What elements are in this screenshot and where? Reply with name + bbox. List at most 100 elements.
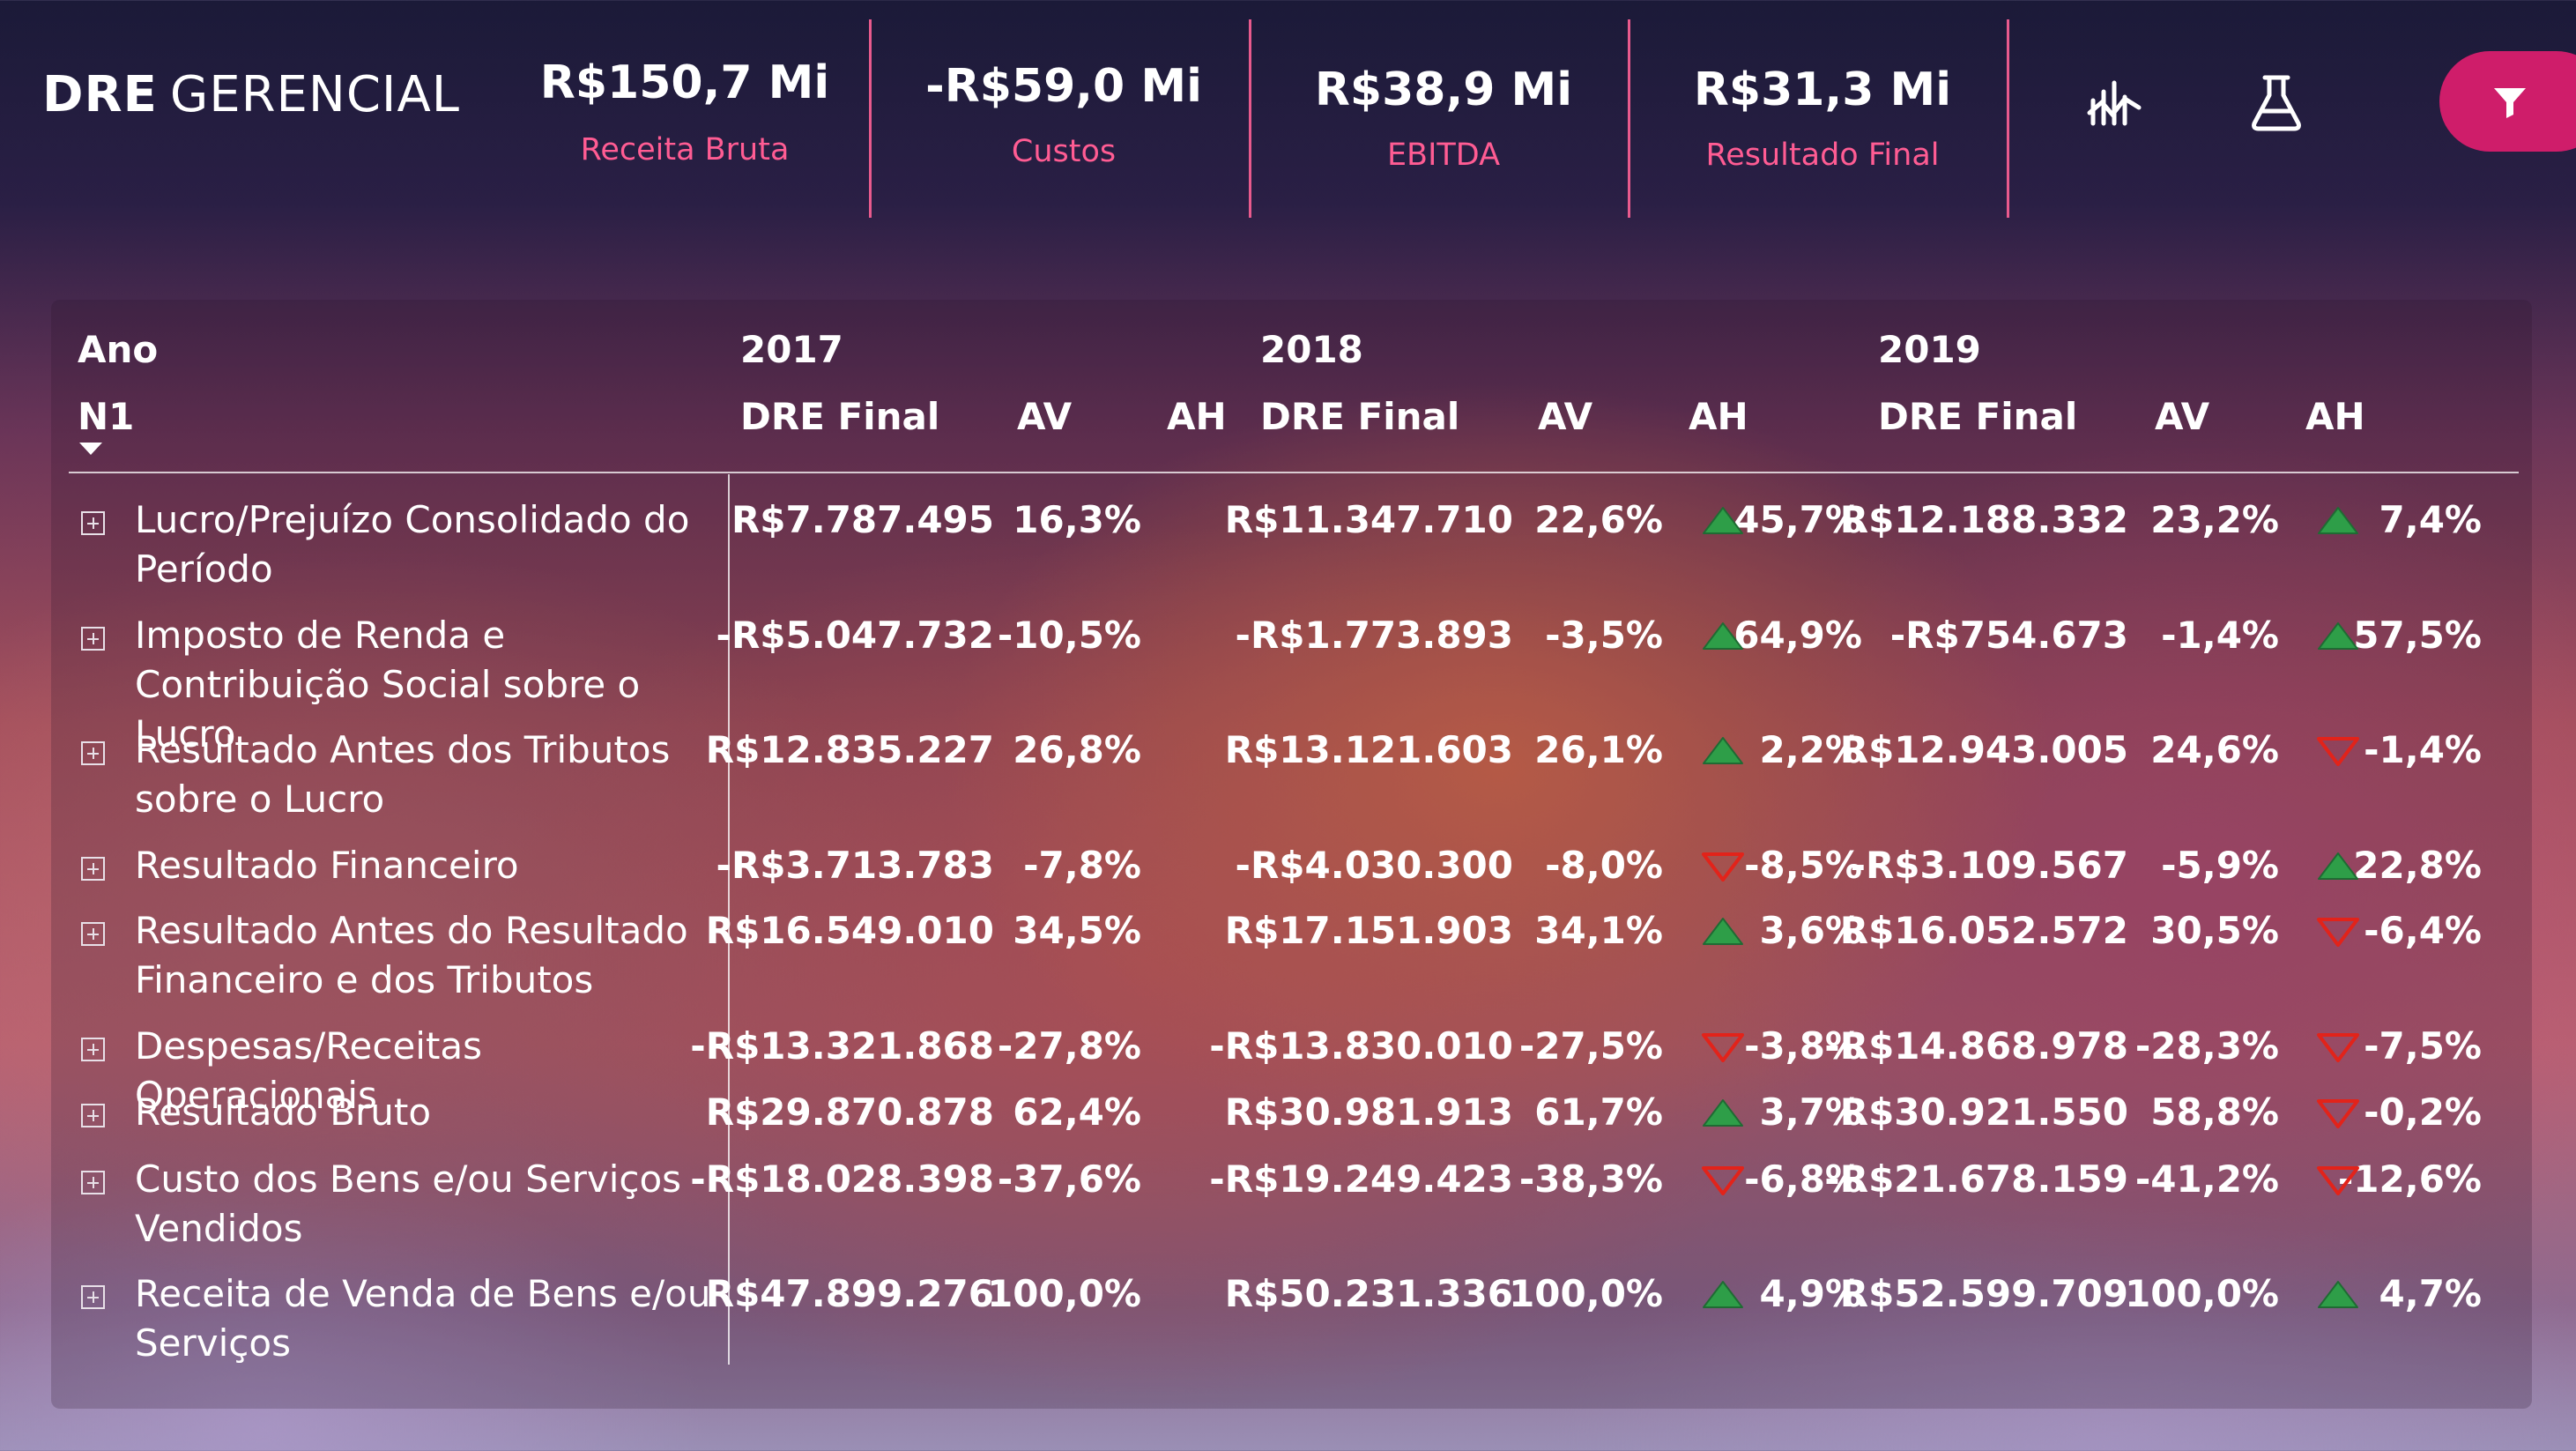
expand-row-icon[interactable]	[81, 627, 105, 651]
cell-dre-final: -R$5.047.732	[716, 614, 994, 657]
cell-av: 23,2%	[2150, 498, 2279, 541]
cell-ah: -12,6%	[2337, 1157, 2482, 1201]
column-header-ano[interactable]: Ano	[78, 328, 159, 371]
trend-up-icon	[1703, 1099, 1743, 1127]
trend-down-icon	[2317, 918, 2359, 947]
header-divider	[69, 472, 2519, 473]
cell-dre-final: R$30.981.913	[1224, 1090, 1513, 1134]
cell-dre-final: R$13.121.603	[1224, 728, 1513, 771]
kpi-card-ebitda: R$38,9 Mi EBITDA	[1254, 0, 1633, 220]
kpi-label: EBITDA	[1386, 138, 1501, 173]
filter-icon	[2494, 88, 2526, 118]
kpi-divider	[869, 19, 872, 218]
cell-av: 22,6%	[1534, 498, 1663, 541]
expand-row-icon[interactable]	[81, 1171, 105, 1194]
sort-descending-icon[interactable]	[79, 443, 102, 457]
cell-av: 58,8%	[2150, 1090, 2279, 1134]
row-label: Resultado Bruto	[135, 1090, 432, 1134]
kpi-divider	[1628, 19, 1630, 218]
cell-av: 26,1%	[1534, 728, 1663, 771]
trend-up-icon	[1703, 918, 1743, 945]
cell-dre-final: R$52.599.709	[1839, 1272, 2128, 1315]
cell-dre-final: R$50.231.336	[1224, 1272, 1513, 1315]
header-ah-2019[interactable]: AH	[2305, 395, 2365, 438]
trend-up-icon	[2318, 507, 2358, 534]
kpi-label: Custos	[1011, 134, 1117, 169]
kpi-label: Resultado Final	[1705, 138, 1940, 173]
trend-up-icon	[1703, 1281, 1743, 1308]
trend-up-icon	[1703, 507, 1743, 534]
header-dre-final-2018[interactable]: DRE Final	[1260, 395, 1460, 438]
trend-down-icon	[2317, 1166, 2359, 1195]
expand-row-icon[interactable]	[81, 1285, 105, 1309]
trend-down-icon	[2317, 1099, 2359, 1128]
header-ah-2017[interactable]: AH	[1167, 395, 1227, 438]
flask-icon[interactable]	[2246, 72, 2307, 134]
column-header-n1[interactable]: N1	[78, 395, 135, 438]
cell-av: -1,4%	[2161, 614, 2279, 657]
cell-av: -8,0%	[1545, 844, 1663, 887]
cell-ah: -8,5%	[1744, 844, 1862, 887]
cell-dre-final: R$12.835.227	[705, 728, 994, 771]
filter-button[interactable]	[2439, 51, 2576, 152]
row-header-divider	[728, 474, 730, 1365]
trend-down-icon	[2317, 1033, 2359, 1062]
kpi-value: R$38,9 Mi	[1314, 63, 1573, 116]
year-header-2017: 2017	[740, 328, 843, 371]
cell-ah: 4,9%	[1759, 1272, 1862, 1315]
cell-ah: -1,4%	[2364, 728, 2482, 771]
cell-dre-final: R$30.921.550	[1839, 1090, 2128, 1134]
kpi-divider	[2007, 19, 2009, 218]
header-dre-final-2017[interactable]: DRE Final	[740, 395, 940, 438]
trend-up-icon	[1703, 622, 1743, 650]
report-header: DRE GERENCIAL R$150,7 Mi Receita Bruta -R…	[0, 0, 2576, 238]
cell-ah: 7,4%	[2379, 498, 2482, 541]
kpi-card-receita-bruta: R$150,7 Mi Receita Bruta	[495, 0, 874, 220]
kpi-value: R$31,3 Mi	[1693, 63, 1952, 116]
cell-dre-final: R$16.549.010	[705, 909, 994, 952]
cell-ah: 22,8%	[2353, 844, 2482, 887]
cell-av: 100,0%	[1509, 1272, 1663, 1315]
trend-down-icon	[1702, 1166, 1744, 1195]
cell-dre-final: -R$18.028.398	[690, 1157, 994, 1201]
expand-row-icon[interactable]	[81, 1104, 105, 1127]
kpi-value: -R$59,0 Mi	[925, 60, 1202, 113]
cell-dre-final: R$17.151.903	[1224, 909, 1513, 952]
header-dre-final-2019[interactable]: DRE Final	[1878, 395, 2078, 438]
cell-dre-final: R$12.188.332	[1839, 498, 2128, 541]
year-header-2019: 2019	[1878, 328, 1981, 371]
trend-up-icon	[2318, 622, 2358, 650]
expand-row-icon[interactable]	[81, 741, 105, 765]
header-av-2018[interactable]: AV	[1538, 395, 1593, 438]
expand-row-icon[interactable]	[81, 922, 105, 946]
expand-row-icon[interactable]	[81, 511, 105, 535]
kpi-card-custos: -R$59,0 Mi Custos	[874, 0, 1253, 220]
chart-analytics-icon[interactable]	[2084, 72, 2146, 134]
kpi-label: Receita Bruta	[580, 132, 790, 167]
cell-dre-final: -R$4.030.300	[1235, 844, 1513, 887]
cell-av: -3,5%	[1545, 614, 1663, 657]
expand-row-icon[interactable]	[81, 1038, 105, 1061]
header-av-2019[interactable]: AV	[2155, 395, 2210, 438]
cell-av: 34,5%	[1013, 909, 1141, 952]
cell-dre-final: -R$3.713.783	[716, 844, 994, 887]
cell-ah: -7,5%	[2364, 1024, 2482, 1068]
header-ah-2018[interactable]: AH	[1689, 395, 1748, 438]
row-label: Despesas/Receitas Operacionais	[135, 1024, 483, 1117]
cell-av: 16,3%	[1013, 498, 1141, 541]
cell-ah: 4,7%	[2379, 1272, 2482, 1315]
cell-av: 34,1%	[1534, 909, 1663, 952]
cell-ah: 3,6%	[1759, 909, 1862, 952]
header-av-2017[interactable]: AV	[1017, 395, 1073, 438]
cell-ah: 3,7%	[1759, 1090, 1862, 1134]
kpi-card-resultado-final: R$31,3 Mi Resultado Final	[1633, 0, 2012, 220]
report-title-light: GERENCIAL	[169, 66, 460, 123]
cell-dre-final: -R$13.830.010	[1209, 1024, 1513, 1068]
cell-av: -10,5%	[997, 614, 1141, 657]
cell-dre-final: -R$13.321.868	[690, 1024, 994, 1068]
cell-av: -41,2%	[2134, 1157, 2279, 1201]
cell-dre-final: -R$754.673	[1889, 614, 2128, 657]
cell-dre-final: -R$21.678.159	[1824, 1157, 2128, 1201]
expand-row-icon[interactable]	[81, 857, 105, 881]
trend-down-icon	[2317, 737, 2359, 766]
